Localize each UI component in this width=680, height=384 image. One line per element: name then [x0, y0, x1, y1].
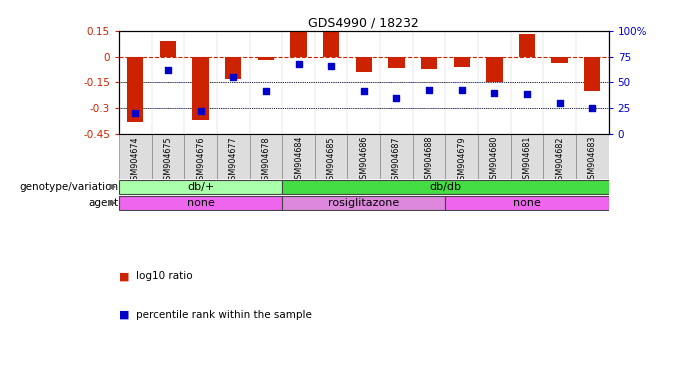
Text: ■: ■: [119, 310, 133, 320]
Point: [456, 86, 467, 93]
Bar: [217, 134, 250, 179]
Point: [391, 95, 402, 101]
Text: GSM904679: GSM904679: [457, 136, 466, 185]
Text: agent: agent: [88, 198, 118, 208]
Point: [489, 89, 500, 96]
Bar: [282, 196, 445, 210]
Bar: [388, 56, 405, 68]
Bar: [225, 56, 241, 79]
Bar: [282, 134, 315, 179]
Point: [195, 108, 206, 114]
Text: none: none: [187, 198, 214, 208]
Bar: [478, 134, 511, 179]
Bar: [152, 134, 184, 179]
Text: GSM904683: GSM904683: [588, 136, 597, 184]
Bar: [160, 41, 176, 56]
Bar: [258, 56, 274, 60]
Point: [587, 105, 598, 111]
Text: db/db: db/db: [429, 182, 462, 192]
Text: GSM904685: GSM904685: [326, 136, 336, 185]
Point: [130, 110, 141, 116]
Bar: [584, 56, 600, 91]
Bar: [519, 34, 535, 56]
Bar: [356, 56, 372, 72]
Point: [554, 100, 565, 106]
Bar: [250, 134, 282, 179]
Point: [163, 67, 173, 73]
Bar: [315, 134, 347, 179]
Title: GDS4990 / 18232: GDS4990 / 18232: [309, 17, 419, 30]
Bar: [576, 134, 609, 179]
Text: GSM904688: GSM904688: [424, 136, 434, 184]
Bar: [551, 56, 568, 63]
Text: GSM904682: GSM904682: [555, 136, 564, 185]
Text: GSM904674: GSM904674: [131, 136, 140, 185]
Text: log10 ratio: log10 ratio: [136, 271, 192, 281]
Bar: [486, 56, 503, 82]
Bar: [127, 56, 143, 122]
Bar: [413, 134, 445, 179]
Bar: [511, 134, 543, 179]
Bar: [323, 31, 339, 56]
Text: GSM904676: GSM904676: [196, 136, 205, 185]
Bar: [119, 196, 282, 210]
Text: GSM904680: GSM904680: [490, 136, 499, 184]
Text: genotype/variation: genotype/variation: [19, 182, 118, 192]
Point: [522, 91, 532, 97]
Bar: [421, 56, 437, 68]
Bar: [282, 180, 609, 194]
Point: [228, 74, 239, 80]
Text: GSM904678: GSM904678: [261, 136, 271, 185]
Text: GSM904687: GSM904687: [392, 136, 401, 185]
Text: db/+: db/+: [187, 182, 214, 192]
Text: GSM904677: GSM904677: [228, 136, 238, 185]
Bar: [380, 134, 413, 179]
Point: [358, 88, 369, 94]
Bar: [119, 134, 152, 179]
Text: GSM904684: GSM904684: [294, 136, 303, 184]
Bar: [445, 196, 609, 210]
Bar: [290, 32, 307, 56]
Point: [424, 86, 435, 93]
Text: ■: ■: [119, 271, 133, 281]
Bar: [543, 134, 576, 179]
Text: GSM904686: GSM904686: [359, 136, 369, 184]
Bar: [119, 180, 282, 194]
Point: [260, 88, 271, 94]
Point: [326, 63, 337, 69]
Bar: [454, 56, 470, 67]
Bar: [184, 134, 217, 179]
Text: none: none: [513, 198, 541, 208]
Bar: [347, 134, 380, 179]
Text: GSM904681: GSM904681: [522, 136, 532, 184]
Text: rosiglitazone: rosiglitazone: [328, 198, 399, 208]
Text: GSM904675: GSM904675: [163, 136, 173, 185]
Text: percentile rank within the sample: percentile rank within the sample: [136, 310, 312, 320]
Bar: [192, 56, 209, 120]
Bar: [445, 134, 478, 179]
Point: [293, 61, 304, 67]
